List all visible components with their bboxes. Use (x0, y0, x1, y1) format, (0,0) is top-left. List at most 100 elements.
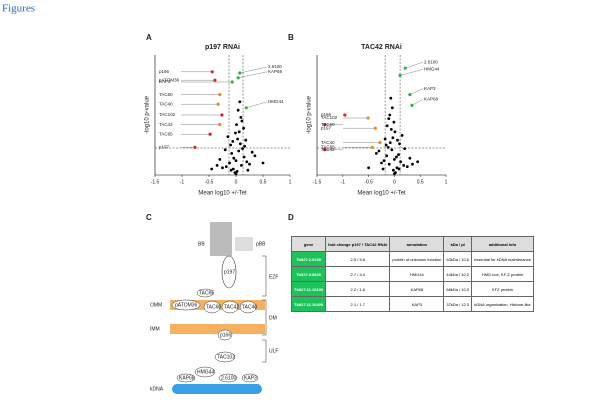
cell: 68kDa / 10.0 (443, 281, 473, 297)
point (210, 167, 214, 171)
point (240, 119, 244, 123)
probasal-body (235, 237, 253, 251)
protein (176, 373, 196, 383)
point (234, 131, 237, 135)
label: TAC60 (206, 304, 221, 310)
leader-line (238, 71, 268, 78)
point (392, 120, 396, 124)
protein (217, 329, 233, 341)
highlighted-point (408, 93, 412, 97)
highlighted-point (403, 66, 407, 70)
row: Tb927.2.6100 2.5 / 5.6 protein of unknown … (290, 251, 534, 267)
x-tick-label: 1 (289, 179, 292, 185)
panel-label: C (146, 213, 152, 222)
leader-line (405, 62, 424, 69)
point (238, 100, 242, 104)
point-label: pATOM36 (159, 77, 180, 82)
protein (196, 288, 214, 298)
highlighted-point (210, 70, 214, 74)
highlighted-point (410, 103, 414, 107)
point (224, 165, 228, 169)
x-tick-label: -1 (180, 179, 185, 185)
point (229, 143, 233, 147)
x-tick-label: -0.5 (205, 179, 214, 185)
highlighted-point (378, 141, 382, 145)
point (405, 165, 409, 169)
point (235, 123, 238, 126)
label: HMG44 (197, 369, 214, 375)
point (221, 166, 224, 170)
highlighted-point (238, 71, 242, 75)
label: kDNA (150, 386, 164, 392)
label: 2.6100 (221, 375, 237, 381)
point (395, 166, 399, 170)
point (240, 164, 243, 167)
label: KAP3 (244, 375, 257, 381)
point (239, 116, 243, 119)
membrane (170, 324, 265, 334)
heading: Figures (2, 3, 35, 15)
label: BB (198, 241, 205, 247)
point (236, 108, 240, 112)
point-label: TAC102 (159, 112, 176, 117)
point-label: 2.6100 (424, 59, 438, 64)
label: DM (269, 315, 277, 321)
point-label: TAC40 (159, 101, 173, 106)
point (402, 164, 406, 167)
x-tick-label: 0.5 (260, 179, 267, 185)
point-label: HMG44 (268, 99, 284, 104)
point (408, 156, 412, 160)
highlighted-point (218, 93, 222, 97)
header-cell: kDa / pI (443, 236, 473, 252)
label: p166 (220, 332, 231, 338)
cell: KAP3 (389, 296, 445, 312)
point-label: p166 (321, 112, 332, 117)
header-cell: fold change p197 / TAC42 RNAi (325, 236, 391, 252)
highlighted-point (216, 102, 220, 106)
x-tick-label: 0 (393, 179, 396, 185)
protein (221, 300, 239, 314)
point (231, 140, 235, 143)
header-cell: annotation (389, 236, 445, 252)
x-tick-label: -1.5 (313, 179, 322, 185)
label: TAC102 (217, 354, 235, 360)
point (238, 142, 242, 146)
leader-line (409, 88, 424, 95)
point-label: TAC65 (159, 131, 173, 136)
point-label: TAC40 (321, 140, 335, 145)
point (377, 149, 381, 153)
label: KAP68 (179, 375, 195, 381)
highlighted-point (323, 148, 327, 152)
point (228, 161, 231, 165)
point-label: TAC60 (159, 92, 173, 97)
point (384, 143, 388, 147)
point (241, 147, 244, 151)
cell: 2.5 / 5.6 (325, 251, 391, 267)
leader-line (239, 66, 268, 74)
cell: Tb927.11.16400 (290, 296, 327, 312)
x-axis-label: Mean log10 +/-Tet (198, 191, 247, 197)
leader-line (411, 99, 424, 106)
point (381, 167, 385, 171)
highlighted-point (236, 76, 240, 80)
label: OMM (150, 302, 162, 308)
point (242, 126, 245, 130)
point (399, 160, 402, 164)
point (230, 152, 234, 155)
highlighted-point (323, 123, 327, 127)
point-label: TAC42 (321, 147, 335, 152)
point (235, 170, 239, 173)
point (391, 168, 395, 172)
point (382, 159, 386, 163)
protein (171, 299, 201, 311)
point-label: TAC60 (321, 122, 335, 127)
x-tick-label: 0 (235, 179, 238, 185)
leader-line (400, 69, 424, 76)
point (389, 96, 393, 100)
point (416, 160, 420, 164)
point (395, 155, 398, 159)
highlighted-point (193, 145, 197, 149)
point (237, 130, 241, 134)
protein (221, 255, 237, 289)
